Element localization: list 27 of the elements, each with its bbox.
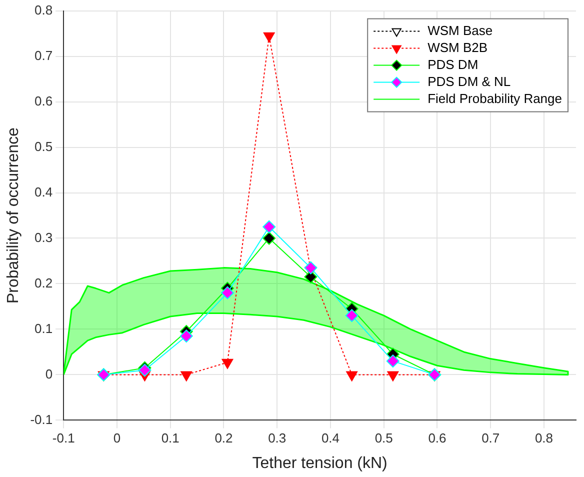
y-tick-label: 0.5: [34, 138, 53, 154]
x-tick-label: 0: [113, 430, 121, 446]
x-tick-label: 0.3: [268, 430, 286, 446]
legend-label: Field Probability Range: [428, 90, 562, 106]
legend-label: WSM Base: [428, 22, 493, 38]
y-tick-label: 0.4: [34, 184, 53, 200]
y-tick-label: 0.2: [34, 275, 53, 290]
y-tick-label: 0.3: [34, 230, 53, 245]
x-tick-label: 0.2: [214, 430, 233, 446]
legend-label: PDS DM & NL: [428, 74, 511, 89]
y-tick-label: -0.1: [30, 412, 53, 427]
x-axis-title: Tether tension (kN): [252, 454, 388, 472]
y-tick-label: 0.8: [34, 2, 53, 18]
x-tick-label: 0.6: [428, 430, 446, 446]
x-tick-label: 0.8: [534, 430, 554, 446]
y-axis-title: Probability of occurrence: [5, 127, 22, 304]
y-tick-label: 0.1: [34, 320, 53, 336]
x-tick-label: 0.5: [374, 430, 393, 446]
legend-label: WSM B2B: [428, 40, 488, 55]
legend-label: PDS DM: [428, 56, 478, 72]
x-tick-label: 0.4: [321, 430, 340, 446]
y-tick-label: 0: [45, 366, 53, 382]
y-tick-label: 0.6: [34, 93, 53, 108]
x-tick-label: 0.1: [161, 430, 180, 446]
x-tick-label: -0.1: [52, 430, 75, 446]
y-tick-label: 0.7: [34, 48, 53, 63]
x-tick-label: 0.7: [482, 430, 500, 446]
